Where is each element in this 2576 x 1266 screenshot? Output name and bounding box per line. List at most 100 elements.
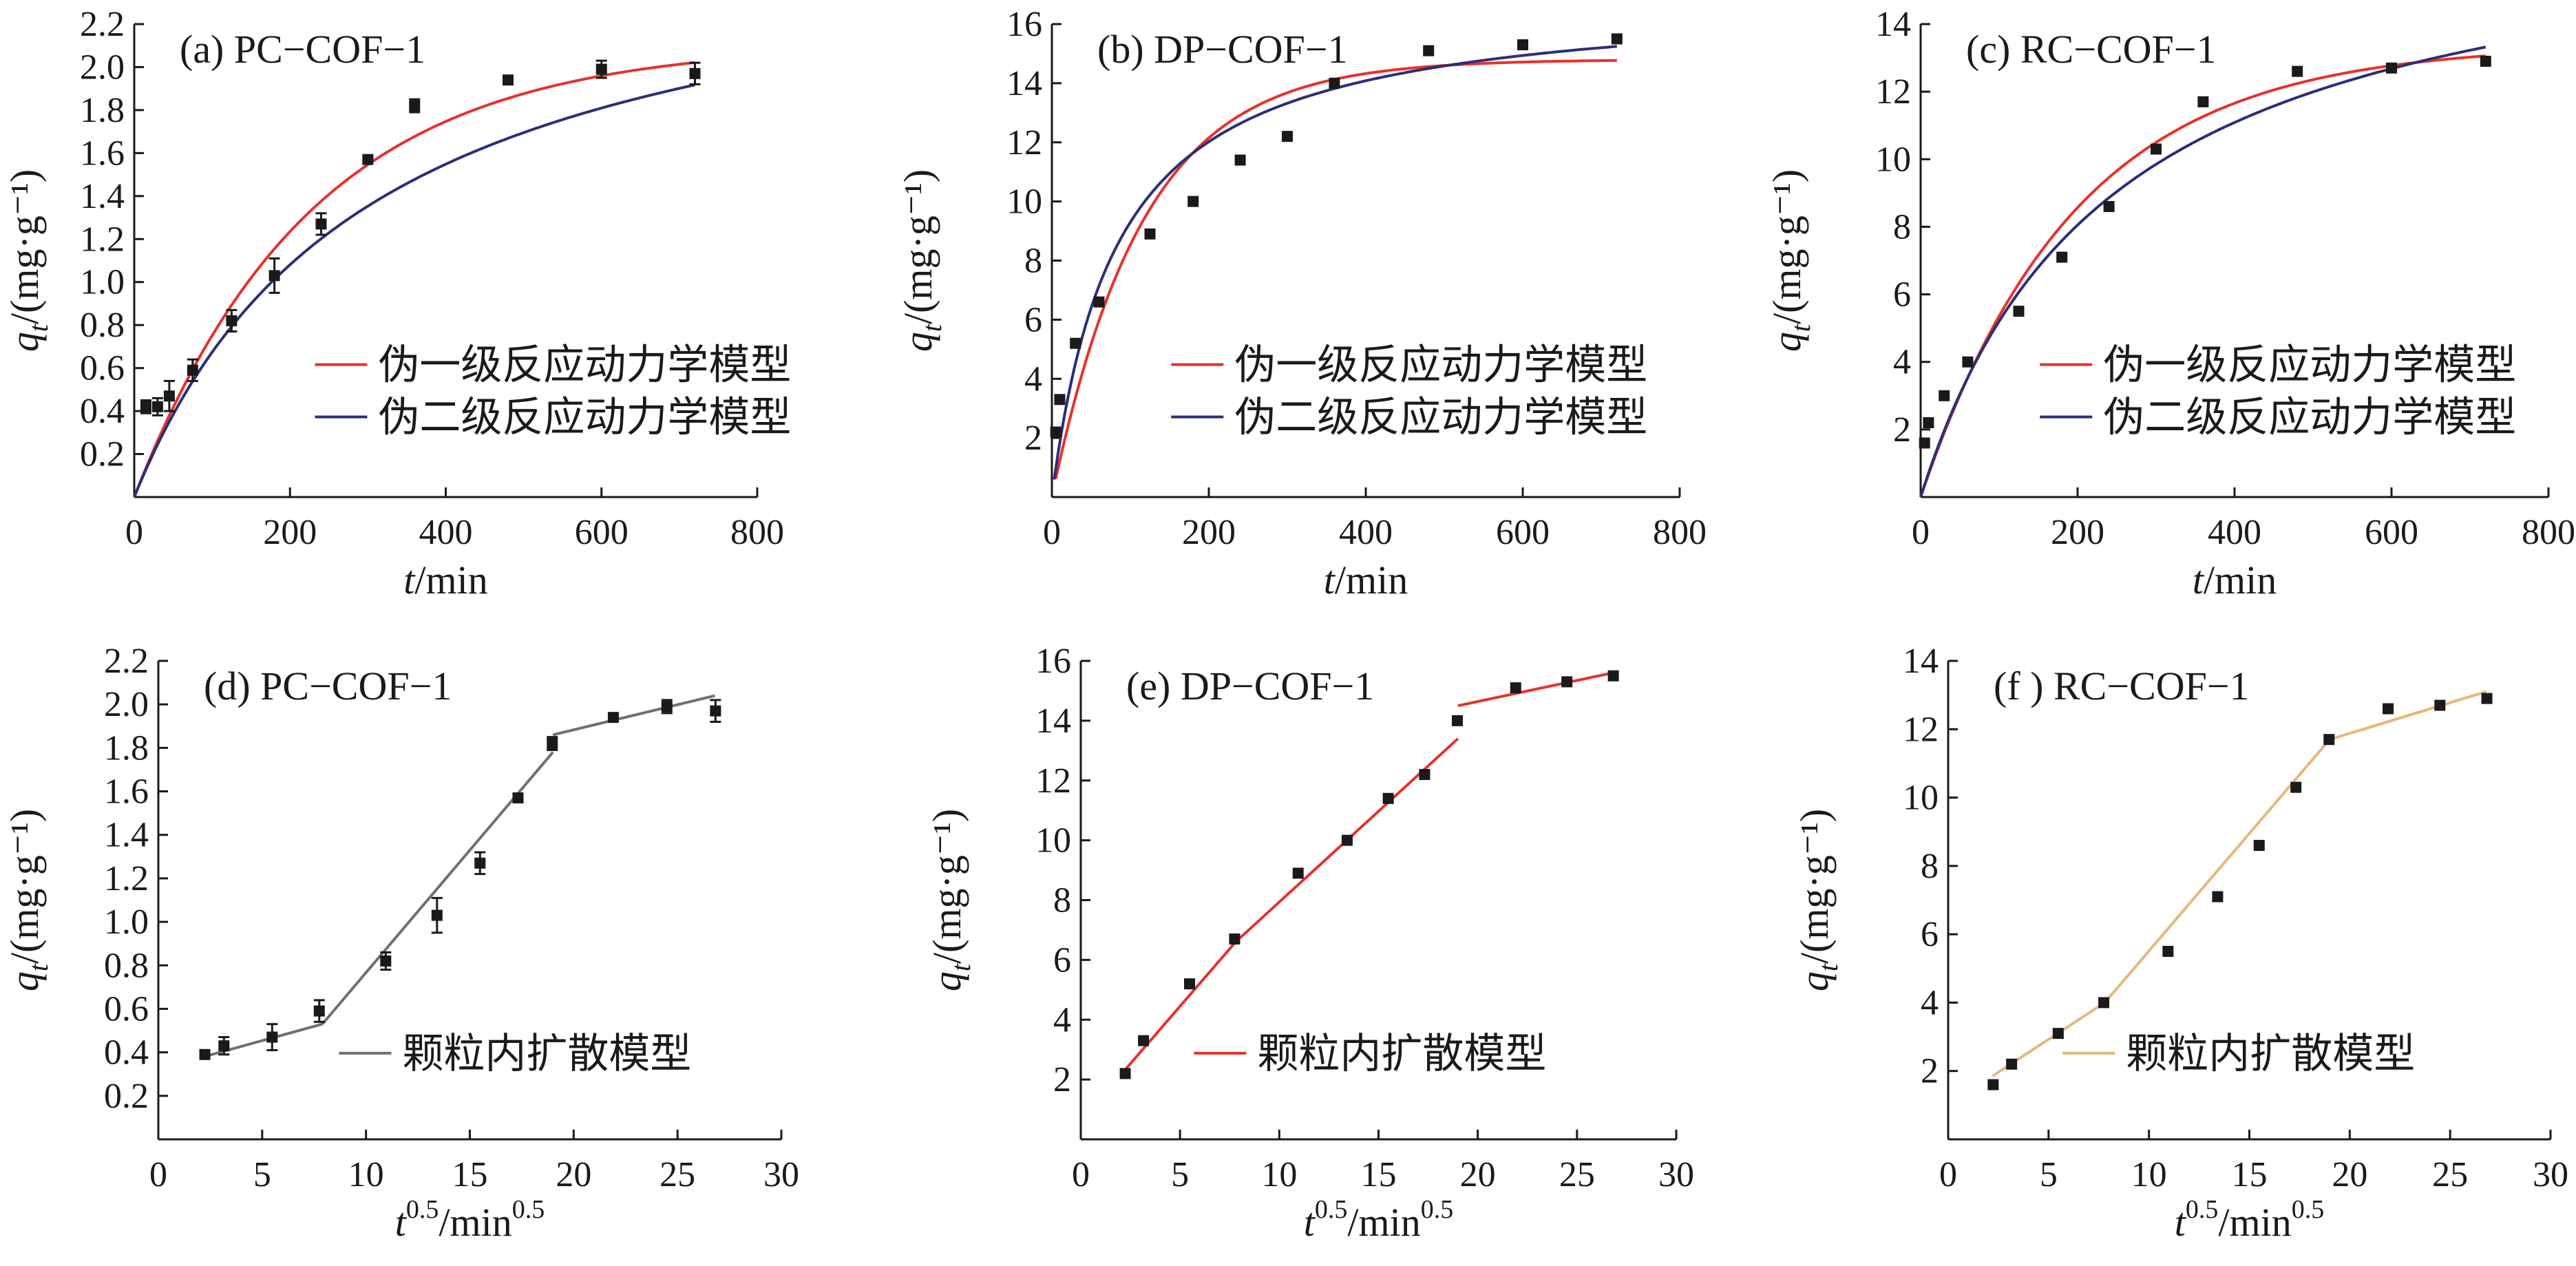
y-tick-label: 14 bbox=[1875, 5, 1911, 44]
data-point bbox=[2481, 693, 2493, 704]
panel-title: (a) PC−COF−1 bbox=[180, 27, 425, 72]
y-tick-label: 8 bbox=[1893, 207, 1911, 246]
legend-label: 伪一级反应动力学模型 bbox=[1234, 341, 1647, 390]
x-tick-label: 20 bbox=[556, 1155, 591, 1194]
x-axis-title: t0.5/min0.5 bbox=[2175, 1195, 2324, 1245]
legend-label: 颗粒内扩散模型 bbox=[1257, 1030, 1546, 1078]
y-tick-label: 1.6 bbox=[104, 772, 149, 812]
x-tick-label: 800 bbox=[2522, 513, 2575, 552]
legend-label: 伪一级反应动力学模型 bbox=[378, 341, 791, 390]
y-tick-label: 0.2 bbox=[104, 1077, 149, 1116]
y-tick-label: 2 bbox=[1893, 410, 1911, 450]
fit-segment-1 bbox=[1123, 941, 1237, 1072]
data-point bbox=[2098, 997, 2110, 1009]
legend-label: 伪一级反应动力学模型 bbox=[2103, 341, 2516, 390]
y-tick-label: 10 bbox=[1035, 821, 1071, 861]
panel-a: 0.2 0.4 0.6 0.8 1.0 1.2 1.4 1.6 1.8 2.0 2.2 0 200 400… bbox=[2, 5, 791, 602]
data-point bbox=[1282, 131, 1293, 143]
data-point bbox=[2052, 1028, 2064, 1040]
data-point bbox=[1510, 682, 1521, 694]
data-point bbox=[380, 955, 392, 967]
data-point bbox=[313, 1005, 325, 1017]
data-point bbox=[2056, 251, 2068, 263]
data-point bbox=[151, 401, 163, 412]
y-tick-label: 2.0 bbox=[104, 685, 149, 724]
data-point bbox=[1329, 77, 1340, 89]
data-point bbox=[2006, 1058, 2018, 1070]
y-tick-label: 14 bbox=[1006, 64, 1042, 103]
data-point bbox=[1451, 715, 1463, 726]
x-tick-label: 25 bbox=[659, 1155, 695, 1194]
y-tick-label: 6 bbox=[1024, 300, 1042, 339]
x-axis-title: t/min bbox=[1324, 558, 1408, 602]
data-point bbox=[1611, 33, 1623, 45]
y-tick-label: 1.8 bbox=[104, 728, 149, 768]
y-tick-label: 0.8 bbox=[80, 306, 125, 345]
data-point bbox=[1229, 933, 1241, 945]
panel-title: (f ) RC−COF−1 bbox=[1994, 664, 2250, 708]
data-point bbox=[689, 67, 701, 79]
legend-label: 颗粒内扩散模型 bbox=[402, 1030, 691, 1078]
x-axis-title: t/min bbox=[403, 558, 487, 602]
y-tick-label: 16 bbox=[1035, 642, 1071, 681]
data-point bbox=[2197, 96, 2209, 107]
y-tick-label: 10 bbox=[1903, 779, 1939, 818]
x-tick-label: 30 bbox=[2533, 1155, 2568, 1194]
x-tick-label: 800 bbox=[730, 513, 784, 552]
y-tick-label: 6 bbox=[1921, 915, 1939, 954]
data-point bbox=[2383, 703, 2394, 715]
x-tick-label: 10 bbox=[1261, 1155, 1297, 1194]
x-tick-label: 25 bbox=[2432, 1155, 2468, 1194]
data-point bbox=[1138, 1035, 1150, 1046]
data-point bbox=[1607, 670, 1619, 682]
y-tick-label: 8 bbox=[1921, 847, 1939, 886]
data-point bbox=[2253, 840, 2265, 852]
y-tick-label: 0.2 bbox=[80, 435, 125, 474]
x-axis-title: t0.5/min0.5 bbox=[395, 1195, 545, 1245]
data-point bbox=[2480, 55, 2491, 67]
y-tick-label: 1.0 bbox=[104, 903, 149, 942]
data-point bbox=[1050, 426, 1062, 438]
data-point bbox=[2103, 200, 2115, 212]
x-tick-label: 10 bbox=[348, 1155, 384, 1194]
y-axis-title: qt/(mg·g⁻¹) bbox=[896, 169, 947, 352]
data-point bbox=[1919, 437, 1930, 449]
y-tick-label: 2 bbox=[1024, 419, 1042, 458]
x-tick-label: 20 bbox=[2332, 1155, 2367, 1194]
y-tick-label: 1.2 bbox=[104, 859, 149, 898]
x-tick-label: 25 bbox=[1559, 1155, 1595, 1194]
x-tick-label: 400 bbox=[419, 513, 473, 552]
y-tick-label: 1.4 bbox=[80, 177, 125, 216]
x-tick-label: 200 bbox=[1182, 513, 1236, 552]
y-tick-label: 0.6 bbox=[80, 349, 125, 388]
data-point bbox=[661, 701, 673, 713]
x-tick-label: 15 bbox=[1361, 1155, 1397, 1194]
x-tick-label: 5 bbox=[1171, 1155, 1189, 1194]
data-point bbox=[595, 63, 607, 75]
data-point bbox=[1561, 676, 1573, 688]
y-axis-title: qt/(mg·g⁻¹) bbox=[2, 809, 54, 991]
x-tick-label: 200 bbox=[263, 513, 317, 552]
data-point bbox=[1962, 356, 1974, 368]
data-point bbox=[1187, 196, 1199, 207]
data-point bbox=[2013, 306, 2025, 317]
panel-e: 2 4 6 8 10 12 14 16 0 5 10 15 20 25 30 (e) DP−COF−1 t0.5… bbox=[925, 642, 1694, 1245]
y-tick-label: 2 bbox=[1921, 1052, 1939, 1091]
panel-c: 2 4 6 8 10 12 14 0 200 400 600 800 (c) RC−COF−1 t/min… bbox=[1764, 5, 2575, 602]
panel-title: (b) DP−COF−1 bbox=[1097, 27, 1348, 72]
data-point bbox=[2386, 62, 2397, 74]
data-point bbox=[199, 1048, 211, 1060]
x-tick-label: 20 bbox=[1460, 1155, 1496, 1194]
data-point bbox=[503, 74, 514, 86]
y-tick-label: 8 bbox=[1024, 242, 1042, 281]
fit-segment-3 bbox=[2329, 690, 2487, 741]
y-tick-label: 12 bbox=[1875, 72, 1911, 112]
data-point bbox=[2290, 781, 2302, 793]
data-point bbox=[2323, 734, 2335, 746]
y-tick-label: 12 bbox=[1035, 761, 1071, 801]
legend-label: 伪二级反应动力学模型 bbox=[1234, 394, 1647, 442]
y-tick-label: 1.4 bbox=[104, 816, 149, 855]
data-point bbox=[1939, 390, 1950, 401]
data-point bbox=[2151, 143, 2162, 155]
y-tick-label: 2.2 bbox=[80, 5, 125, 44]
